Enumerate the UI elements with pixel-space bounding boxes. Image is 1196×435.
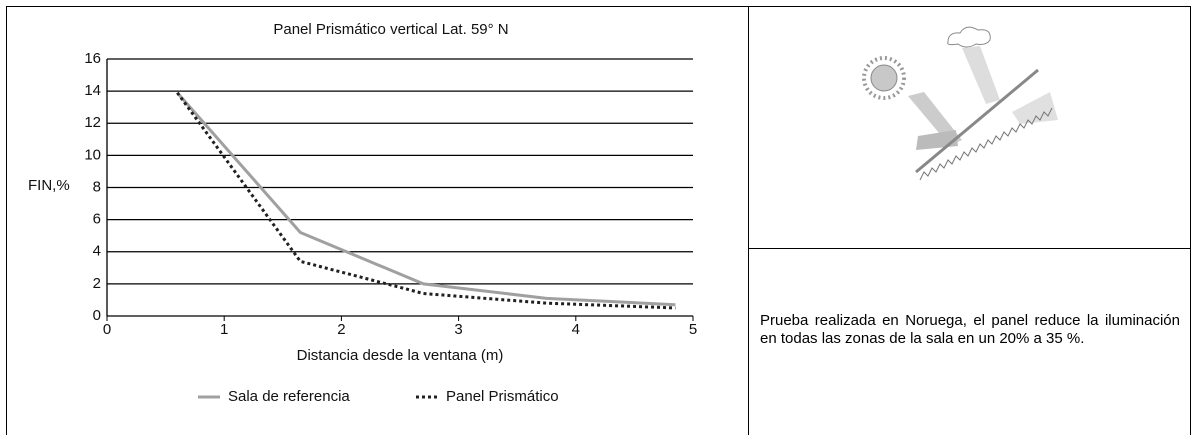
description: Prueba realizada en Noruega, el panel re… [760,312,1180,347]
series-line [176,91,676,307]
y-tick-label: 0 [93,307,101,324]
y-tick-label: 14 [84,82,101,99]
x-tick-label: 0 [103,321,111,338]
x-tick-label: 2 [337,321,345,338]
x-tick-label: 1 [220,321,228,338]
legend-label: Panel Prismático [446,388,559,405]
x-tick-label: 4 [572,321,580,338]
y-tick-label: 2 [93,275,101,292]
legend-label: Sala de referencia [228,388,350,405]
illustration [862,26,1058,181]
y-tick-label: 6 [93,211,101,228]
y-tick-label: 4 [93,243,101,260]
y-axis-label: FIN,% [28,177,70,194]
y-tick-label: 10 [84,146,101,163]
chart-title: Panel Prismático vertical Lat. 59° N [273,21,508,38]
x-tick-label: 5 [689,321,697,338]
y-tick-label: 8 [93,178,101,195]
table-border [6,6,1191,435]
series-line [176,91,676,310]
x-axis-label: Distancia desde la ventana (m) [297,347,504,364]
y-tick-label: 16 [84,50,101,67]
x-tick-label: 3 [454,321,462,338]
y-tick-label: 12 [84,114,101,131]
